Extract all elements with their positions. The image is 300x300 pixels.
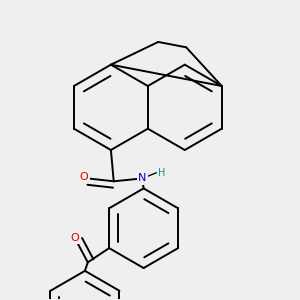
Text: O: O	[70, 233, 80, 243]
Text: O: O	[80, 172, 88, 182]
Text: N: N	[138, 173, 146, 183]
Text: H: H	[158, 168, 166, 178]
